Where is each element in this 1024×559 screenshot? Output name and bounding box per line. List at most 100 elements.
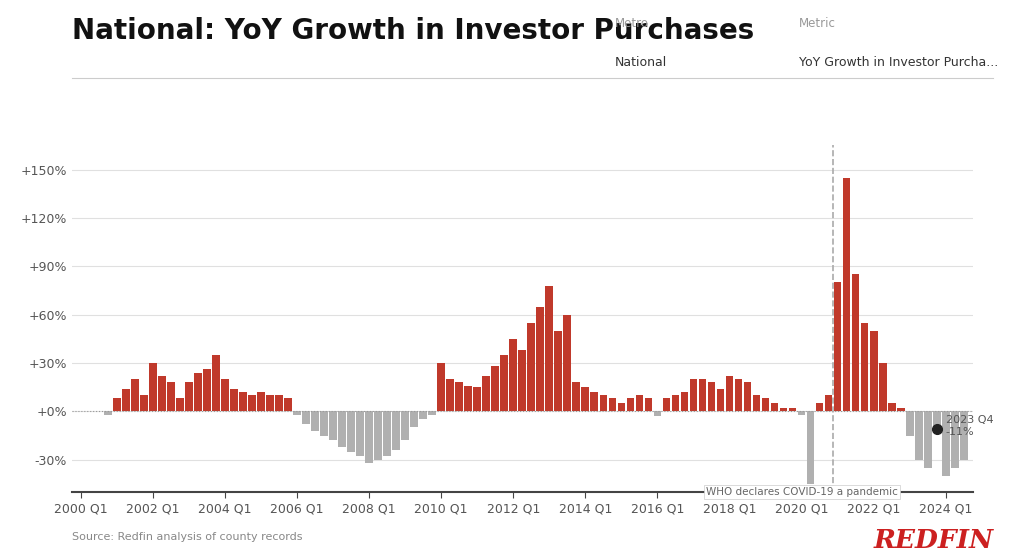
Bar (221, 379, 228, 411)
Bar (148, 363, 157, 411)
Bar (446, 379, 454, 411)
Text: REDFIN: REDFIN (873, 528, 993, 553)
Bar (734, 379, 742, 411)
Bar (338, 411, 346, 447)
Bar (807, 411, 814, 484)
Text: National: YoY Growth in Investor Purchases: National: YoY Growth in Investor Purchas… (72, 17, 754, 45)
Bar (563, 315, 571, 411)
Bar (257, 392, 265, 411)
Text: Source: Redfin analysis of county records: Source: Redfin analysis of county record… (72, 532, 302, 542)
Bar (608, 399, 616, 411)
Bar (131, 379, 138, 411)
Bar (311, 411, 318, 430)
Bar (933, 411, 941, 429)
Bar (401, 411, 409, 440)
Bar (834, 282, 842, 411)
Bar (347, 411, 355, 452)
Bar (248, 395, 256, 411)
Bar (924, 411, 932, 468)
Bar (419, 411, 427, 419)
Text: Metro: Metro (614, 17, 648, 30)
Bar (158, 376, 166, 411)
Bar (717, 389, 724, 411)
Bar (762, 399, 769, 411)
Bar (681, 392, 688, 411)
Bar (869, 331, 878, 411)
Text: National: National (614, 56, 667, 69)
Bar (167, 382, 175, 411)
Bar (329, 411, 337, 440)
Bar (852, 274, 859, 411)
Bar (879, 363, 887, 411)
Bar (473, 387, 481, 411)
Bar (816, 403, 823, 411)
Bar (897, 408, 904, 411)
Bar (644, 399, 652, 411)
Bar (951, 411, 958, 468)
Text: YoY Growth in Investor Purcha...: YoY Growth in Investor Purcha... (799, 56, 998, 69)
Bar (230, 389, 238, 411)
Bar (176, 399, 183, 411)
Bar (906, 411, 913, 435)
Bar (518, 350, 526, 411)
Bar (672, 395, 679, 411)
Bar (275, 395, 283, 411)
Bar (537, 306, 544, 411)
Bar (663, 399, 671, 411)
Bar (266, 395, 273, 411)
Bar (356, 411, 364, 457)
Bar (798, 411, 806, 415)
Bar (743, 382, 752, 411)
Bar (627, 399, 634, 411)
Bar (113, 399, 121, 411)
Bar (888, 403, 896, 411)
Bar (284, 399, 292, 411)
Bar (788, 408, 797, 411)
Bar (492, 366, 499, 411)
Bar (726, 376, 733, 411)
Bar (482, 376, 490, 411)
Bar (302, 411, 310, 424)
Bar (392, 411, 400, 450)
Bar (103, 411, 112, 415)
Bar (959, 411, 968, 459)
Text: WHO declares COVID-19 a pandemic: WHO declares COVID-19 a pandemic (706, 487, 897, 497)
Bar (824, 395, 833, 411)
Bar (861, 323, 868, 411)
Bar (779, 408, 787, 411)
Bar (771, 403, 778, 411)
Bar (501, 355, 508, 411)
Bar (239, 392, 247, 411)
Bar (509, 339, 517, 411)
Bar (366, 411, 373, 463)
Bar (653, 411, 662, 416)
Bar (914, 411, 923, 459)
Bar (212, 355, 220, 411)
Bar (698, 379, 707, 411)
Text: 2023 Q4
-11%: 2023 Q4 -11% (946, 415, 993, 437)
Bar (456, 382, 463, 411)
Bar (636, 395, 643, 411)
Bar (708, 382, 716, 411)
Text: Metric: Metric (799, 17, 836, 30)
Bar (428, 411, 436, 415)
Bar (617, 403, 626, 411)
Bar (437, 363, 445, 411)
Bar (599, 395, 607, 411)
Bar (411, 411, 418, 428)
Bar (140, 395, 147, 411)
Bar (572, 382, 581, 411)
Bar (374, 411, 382, 459)
Bar (185, 382, 193, 411)
Bar (464, 386, 472, 411)
Bar (122, 389, 130, 411)
Bar (942, 411, 949, 476)
Bar (527, 323, 536, 411)
Bar (203, 369, 211, 411)
Bar (293, 411, 301, 415)
Bar (546, 286, 553, 411)
Bar (843, 178, 851, 411)
Bar (591, 392, 598, 411)
Bar (194, 373, 202, 411)
Bar (582, 387, 589, 411)
